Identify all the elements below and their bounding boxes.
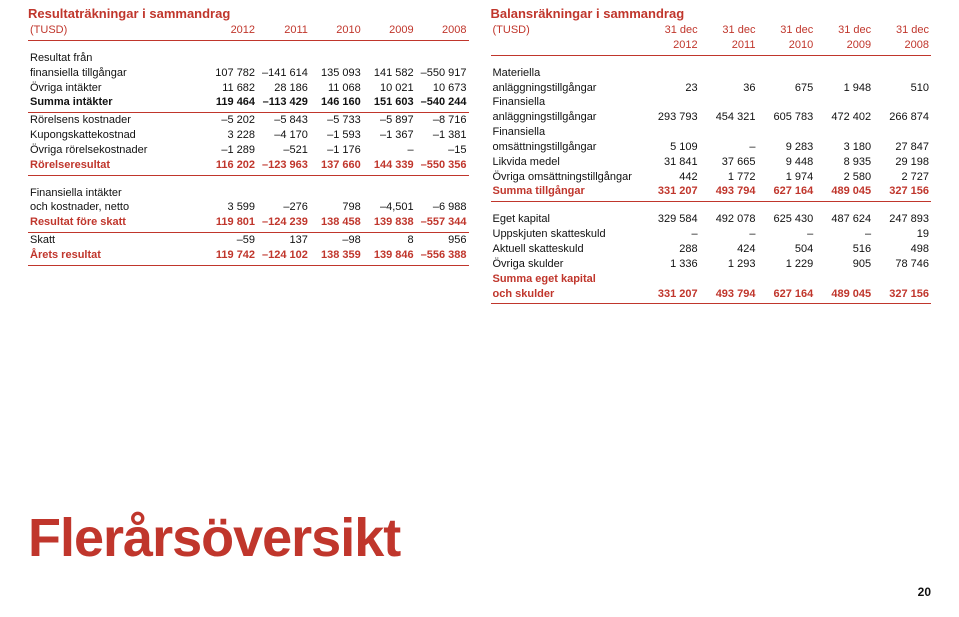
page-number: 20 [918, 585, 931, 599]
table-row: anläggningstillgångar23366751 948510 [491, 81, 932, 96]
table-row: Resultat från [28, 51, 469, 66]
table-row: Uppskjuten skatteskuld––––19 [491, 227, 932, 242]
table-row: Summa intäkter119 464–113 429146 160151 … [28, 95, 469, 110]
table-row: omsättningstillgångar5 109–9 2833 18027 … [491, 140, 932, 155]
page-heading: Flerårsöversikt [28, 507, 400, 569]
table-row: Övriga omsättningstillgångar4421 7721 97… [491, 170, 932, 185]
table-row: och skulder331 207493 794627 164489 0453… [491, 287, 932, 302]
table-row: Finansiella intäkter [28, 186, 469, 201]
balance-title: Balansräkningar i sammandrag [491, 6, 932, 21]
balance-table: (TUSD)31 dec31 dec31 dec31 dec31 dec2012… [491, 23, 932, 304]
table-row: Övriga rörelsekostnader–1 289–521–1 176–… [28, 143, 469, 158]
table-row: Skatt–59137–988956 [28, 233, 469, 248]
balance-sheet-block: Balansräkningar i sammandrag (TUSD)31 de… [491, 6, 932, 304]
table-row: Årets resultat119 742–124 102138 359139 … [28, 248, 469, 263]
table-row: Finansiella [491, 125, 932, 140]
table-row: och kostnader, netto3 599–276798–4,501–6… [28, 200, 469, 215]
income-title: Resultaträkningar i sammandrag [28, 6, 469, 21]
table-row: Likvida medel31 84137 6659 4488 93529 19… [491, 155, 932, 170]
table-row: Resultat före skatt119 801–124 239138 45… [28, 215, 469, 230]
table-row: Summa eget kapital [491, 272, 932, 287]
table-row: Kupongskattekostnad3 228–4 170–1 593–1 3… [28, 128, 469, 143]
table-row: Eget kapital329 584492 078625 430487 624… [491, 212, 932, 227]
table-row: Materiella [491, 66, 932, 81]
table-row: Rörelsens kostnader–5 202–5 843–5 733–5 … [28, 113, 469, 128]
table-row: Övriga skulder1 3361 2931 22990578 746 [491, 257, 932, 272]
income-statement-block: Resultaträkningar i sammandrag (TUSD)201… [28, 6, 469, 304]
table-row: finansiella tillgångar107 782–141 614135… [28, 66, 469, 81]
table-row: anläggningstillgångar293 793454 321605 7… [491, 110, 932, 125]
table-row: Övriga intäkter11 68228 18611 06810 0211… [28, 81, 469, 96]
table-row: Finansiella [491, 95, 932, 110]
table-row: Aktuell skatteskuld288424504516498 [491, 242, 932, 257]
income-table: (TUSD)20122011201020092008Resultat frånf… [28, 23, 469, 266]
table-row: Summa tillgångar331 207493 794627 164489… [491, 184, 932, 199]
table-row: Rörelseresultat116 202–123 963137 660144… [28, 158, 469, 173]
